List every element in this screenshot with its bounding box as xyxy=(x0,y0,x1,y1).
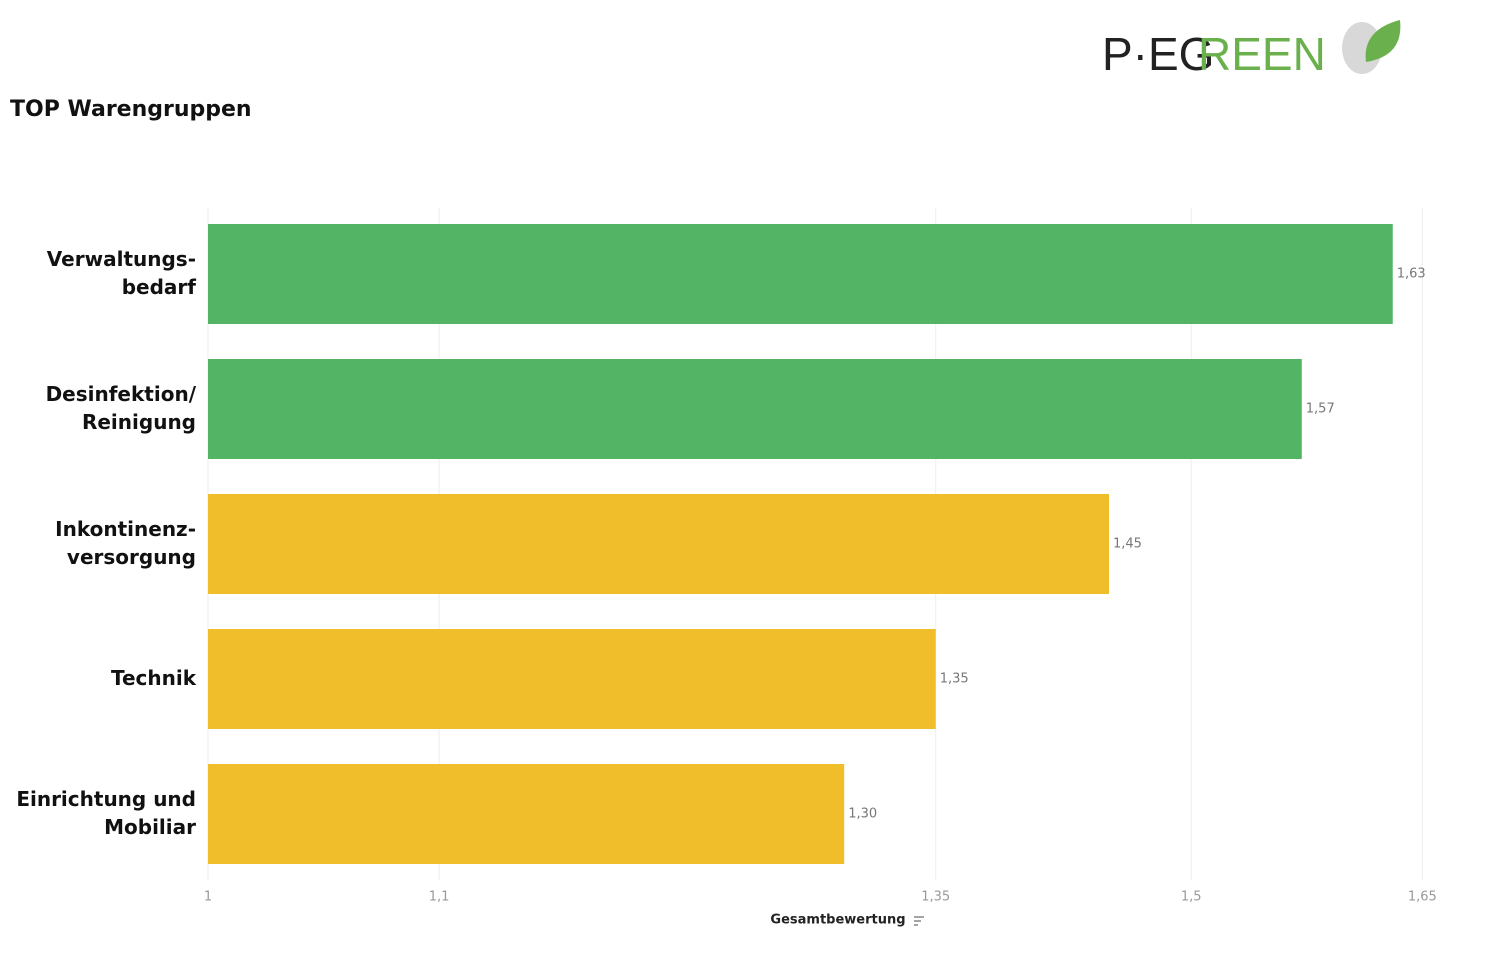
data-label: 1,57 xyxy=(1306,402,1335,417)
y-tick-label-line: Inkontinenz- xyxy=(55,517,196,541)
y-tick-label-line: versorgung xyxy=(67,545,196,569)
x-tick-label: 1,35 xyxy=(921,890,950,905)
y-tick-label-line: Desinfektion/ xyxy=(46,382,197,406)
data-label: 1,30 xyxy=(848,807,877,822)
logo-leaf xyxy=(1365,20,1401,62)
x-tick-label: 1,65 xyxy=(1408,890,1437,905)
bar xyxy=(208,359,1302,459)
sort-icon xyxy=(914,916,924,926)
y-tick-label-line: Verwaltungs- xyxy=(47,247,196,271)
y-tick-label: Technik xyxy=(111,666,197,690)
logo-leaf-back xyxy=(1342,22,1382,74)
y-tick-label: Desinfektion/Reinigung xyxy=(46,382,197,434)
data-label: 1,63 xyxy=(1397,267,1426,282)
x-axis-title: Gesamtbewertung xyxy=(770,913,905,928)
y-tick-label-line: Technik xyxy=(111,666,197,690)
y-tick-label-line: Mobiliar xyxy=(104,815,196,839)
y-tick-label: Einrichtung und Mobiliar xyxy=(16,787,196,839)
bar xyxy=(208,494,1109,594)
data-label: 1,35 xyxy=(940,672,969,687)
y-tick-label-line: bedarf xyxy=(122,275,197,299)
logo-dark: P·EG xyxy=(1102,28,1214,80)
bar xyxy=(208,629,936,729)
data-label: 1,45 xyxy=(1113,537,1142,552)
bar xyxy=(208,764,845,864)
y-tick-label: Verwaltungs-bedarf xyxy=(47,247,196,299)
logo-green: REEN xyxy=(1198,28,1326,80)
x-tick-label: 1,1 xyxy=(429,890,450,905)
x-tick-label: 1,5 xyxy=(1181,890,1202,905)
chart-title: TOP Warengruppen xyxy=(10,97,252,122)
y-tick-label-line: Einrichtung und xyxy=(16,787,196,811)
bar xyxy=(208,224,1393,324)
y-tick-label: Inkontinenz-versorgung xyxy=(55,517,196,569)
y-tick-label-line: Reinigung xyxy=(82,410,196,434)
x-tick-label: 1 xyxy=(204,890,212,905)
